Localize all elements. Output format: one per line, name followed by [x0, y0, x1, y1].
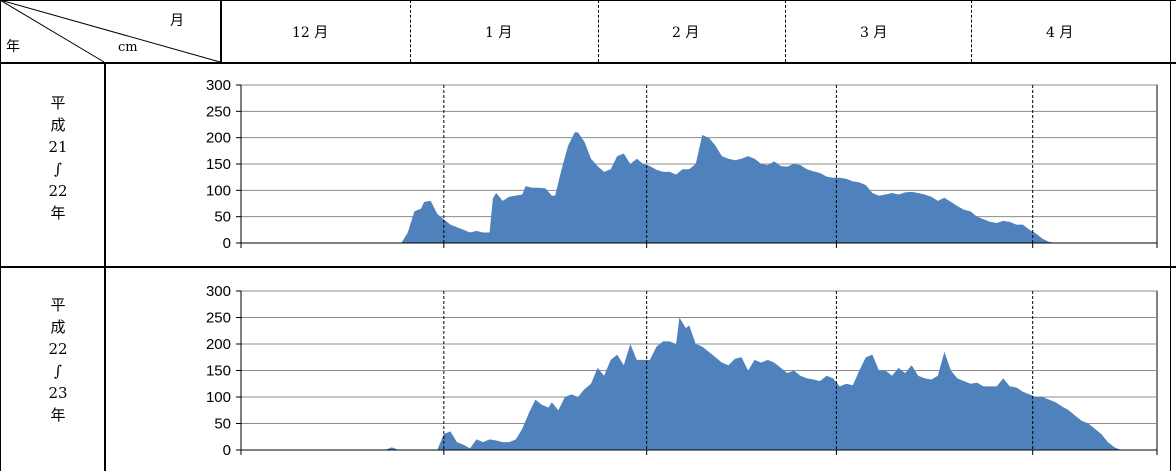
corner-unit-label: cm: [118, 40, 138, 55]
corner-cell-border: [220, 0, 222, 63]
row-divider: [0, 266, 1176, 268]
chart2-snow-depth-area: [241, 317, 1176, 450]
year-label-char: ∫: [54, 362, 62, 380]
month-divider-2: [598, 0, 599, 62]
chart1-y-tick-label: 250: [206, 103, 231, 120]
chart2-y-tick-label: 100: [206, 389, 231, 406]
table-top-border: [0, 0, 1176, 1]
chart1-y-tick-label: 0: [223, 235, 231, 252]
chart2-y-tick-label: 300: [206, 283, 231, 300]
year-label-char: 平: [50, 94, 66, 112]
year-label-char: 年: [50, 204, 66, 222]
year-label-char: 成: [50, 116, 66, 134]
chart1-y-tick-label: 200: [206, 130, 231, 147]
year-label-row2: 平 成 22 ∫ 23 年: [38, 294, 78, 426]
month-divider-1: [410, 0, 411, 62]
table-right-border: [1170, 0, 1171, 471]
year-label-char: 年: [50, 406, 66, 424]
month-divider-4: [971, 0, 972, 62]
month-header-apr: 4 月: [1046, 25, 1074, 41]
corner-month-label: 月: [170, 13, 184, 29]
year-column-border: [104, 62, 106, 471]
chart2-y-tick-label: 250: [206, 310, 231, 327]
month-header-dec: 12 月: [292, 25, 329, 41]
year-label-row1: 平 成 21 ∫ 22 年: [38, 92, 78, 224]
year-label-char: 22: [48, 182, 68, 200]
chart1-y-tick-label: 150: [206, 156, 231, 173]
header-bottom-border: [0, 62, 1176, 64]
month-header-mar: 3 月: [860, 25, 888, 41]
corner-year-label: 年: [6, 39, 20, 55]
year-label-char: 23: [48, 384, 68, 402]
table-left-border: [0, 0, 1, 471]
corner-diagonals: [0, 0, 221, 63]
chart1-y-tick-label: 300: [206, 77, 231, 94]
chart1-y-tick-label: 50: [214, 209, 231, 226]
month-header-feb: 2 月: [672, 25, 700, 41]
year-label-char: 成: [50, 318, 66, 336]
year-label-char: ∫: [54, 160, 62, 178]
chart1-y-tick-label: 100: [206, 182, 231, 199]
month-divider-3: [785, 0, 786, 62]
chart2-y-tick-label: 0: [223, 442, 231, 459]
chart1-snow-depth-area: [241, 132, 1108, 243]
chart2-y-tick-label: 200: [206, 336, 231, 353]
year-label-char: 22: [48, 340, 68, 358]
year-label-char: 平: [50, 296, 66, 314]
chart2-y-tick-label: 50: [214, 416, 231, 433]
chart2-y-tick-label: 150: [206, 363, 231, 380]
month-header-jan: 1 月: [485, 25, 513, 41]
year-label-char: 21: [48, 138, 68, 156]
